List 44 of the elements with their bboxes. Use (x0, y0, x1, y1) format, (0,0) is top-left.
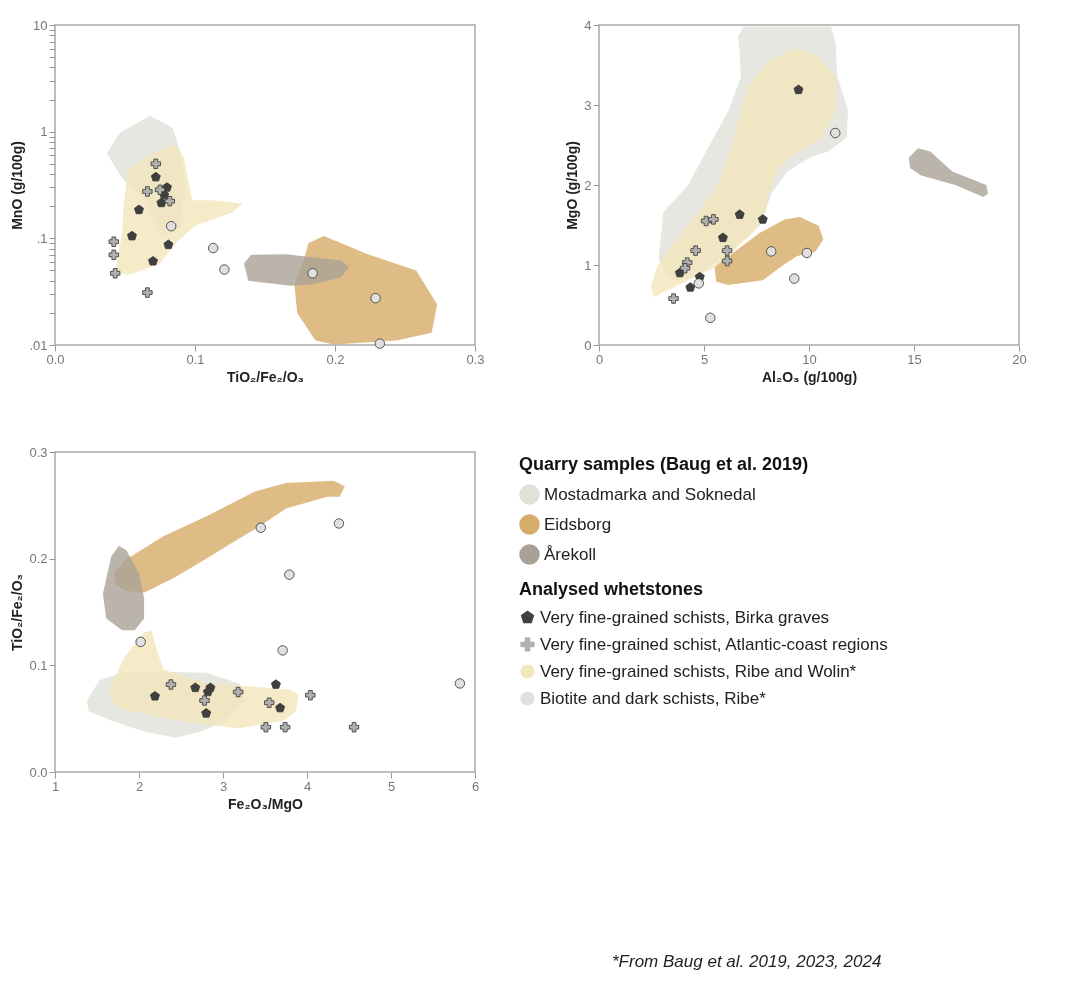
x-axis-title: Fe₂O₃/MgO (228, 795, 304, 812)
x-tick-label: 0.2 (326, 351, 345, 367)
y-tick-label: 1 (584, 257, 592, 273)
y-axis-title: TiO₂/Fe₂/O₃ (9, 574, 26, 651)
legend-label: Very fine-grained schists, Ribe and Wolin* (540, 661, 857, 681)
y-tick-label: 0 (584, 337, 592, 353)
legend-label: Biotite and dark schists, Ribe* (540, 688, 767, 708)
y-tick-label: 0.2 (29, 551, 48, 567)
y-tick-label: 3 (584, 97, 592, 113)
y-tick-label: 10 (33, 17, 48, 33)
x-tick-label: 4 (303, 778, 312, 794)
y-tick-label: 4 (584, 17, 592, 33)
x-tick-label: 5 (700, 351, 709, 367)
y-tick-label: 1 (40, 124, 48, 140)
x-tick-label: 0.1 (186, 351, 205, 367)
y-tick-label: .1 (36, 230, 48, 246)
y-axis-title: MnO (g/100g) (9, 141, 26, 230)
x-tick-label: 20 (1012, 351, 1027, 367)
x-tick-label: 0.3 (466, 351, 485, 367)
legend-label: Årekoll (544, 544, 596, 564)
text: Analysed whetstones (519, 579, 704, 599)
y-tick-label: 2 (584, 177, 592, 193)
text: *From Baug et al. 2019, 2023, 2024 (612, 952, 882, 972)
x-tick-label: 3 (219, 778, 228, 794)
y-tick-label: 0.0 (29, 764, 48, 780)
x-tick-label: 0.0 (46, 351, 65, 367)
x-tick-label: 6 (471, 778, 480, 794)
x-axis-title: Al₂O₃ (g/100g) (761, 368, 858, 385)
x-tick-label: 15 (907, 351, 922, 367)
y-tick-label: .01 (29, 337, 48, 353)
x-tick-label: 1 (51, 778, 60, 794)
x-tick-label: 2 (135, 778, 144, 794)
legend-label: Mostadmarka and Soknedal (544, 484, 756, 504)
x-tick-label: 10 (802, 351, 817, 367)
legend-label: Eidsborg (544, 514, 612, 534)
legend-label: Very fine-grained schist, Atlantic-coast regions (540, 634, 888, 654)
y-tick-label: 0.3 (29, 444, 48, 460)
y-axis-title: MgO (g/100g) (564, 141, 581, 230)
legend-title: Quarry samples (Baug et al. 2019) (519, 454, 809, 474)
y-tick-label: 0.1 (29, 657, 48, 673)
x-tick-label: 5 (387, 778, 396, 794)
legend-label: Very fine-grained schists, Birka graves (540, 607, 830, 627)
x-axis-title: TiO₂/Fe₂/O₃ (227, 368, 304, 385)
x-tick-label: 0 (595, 351, 604, 367)
